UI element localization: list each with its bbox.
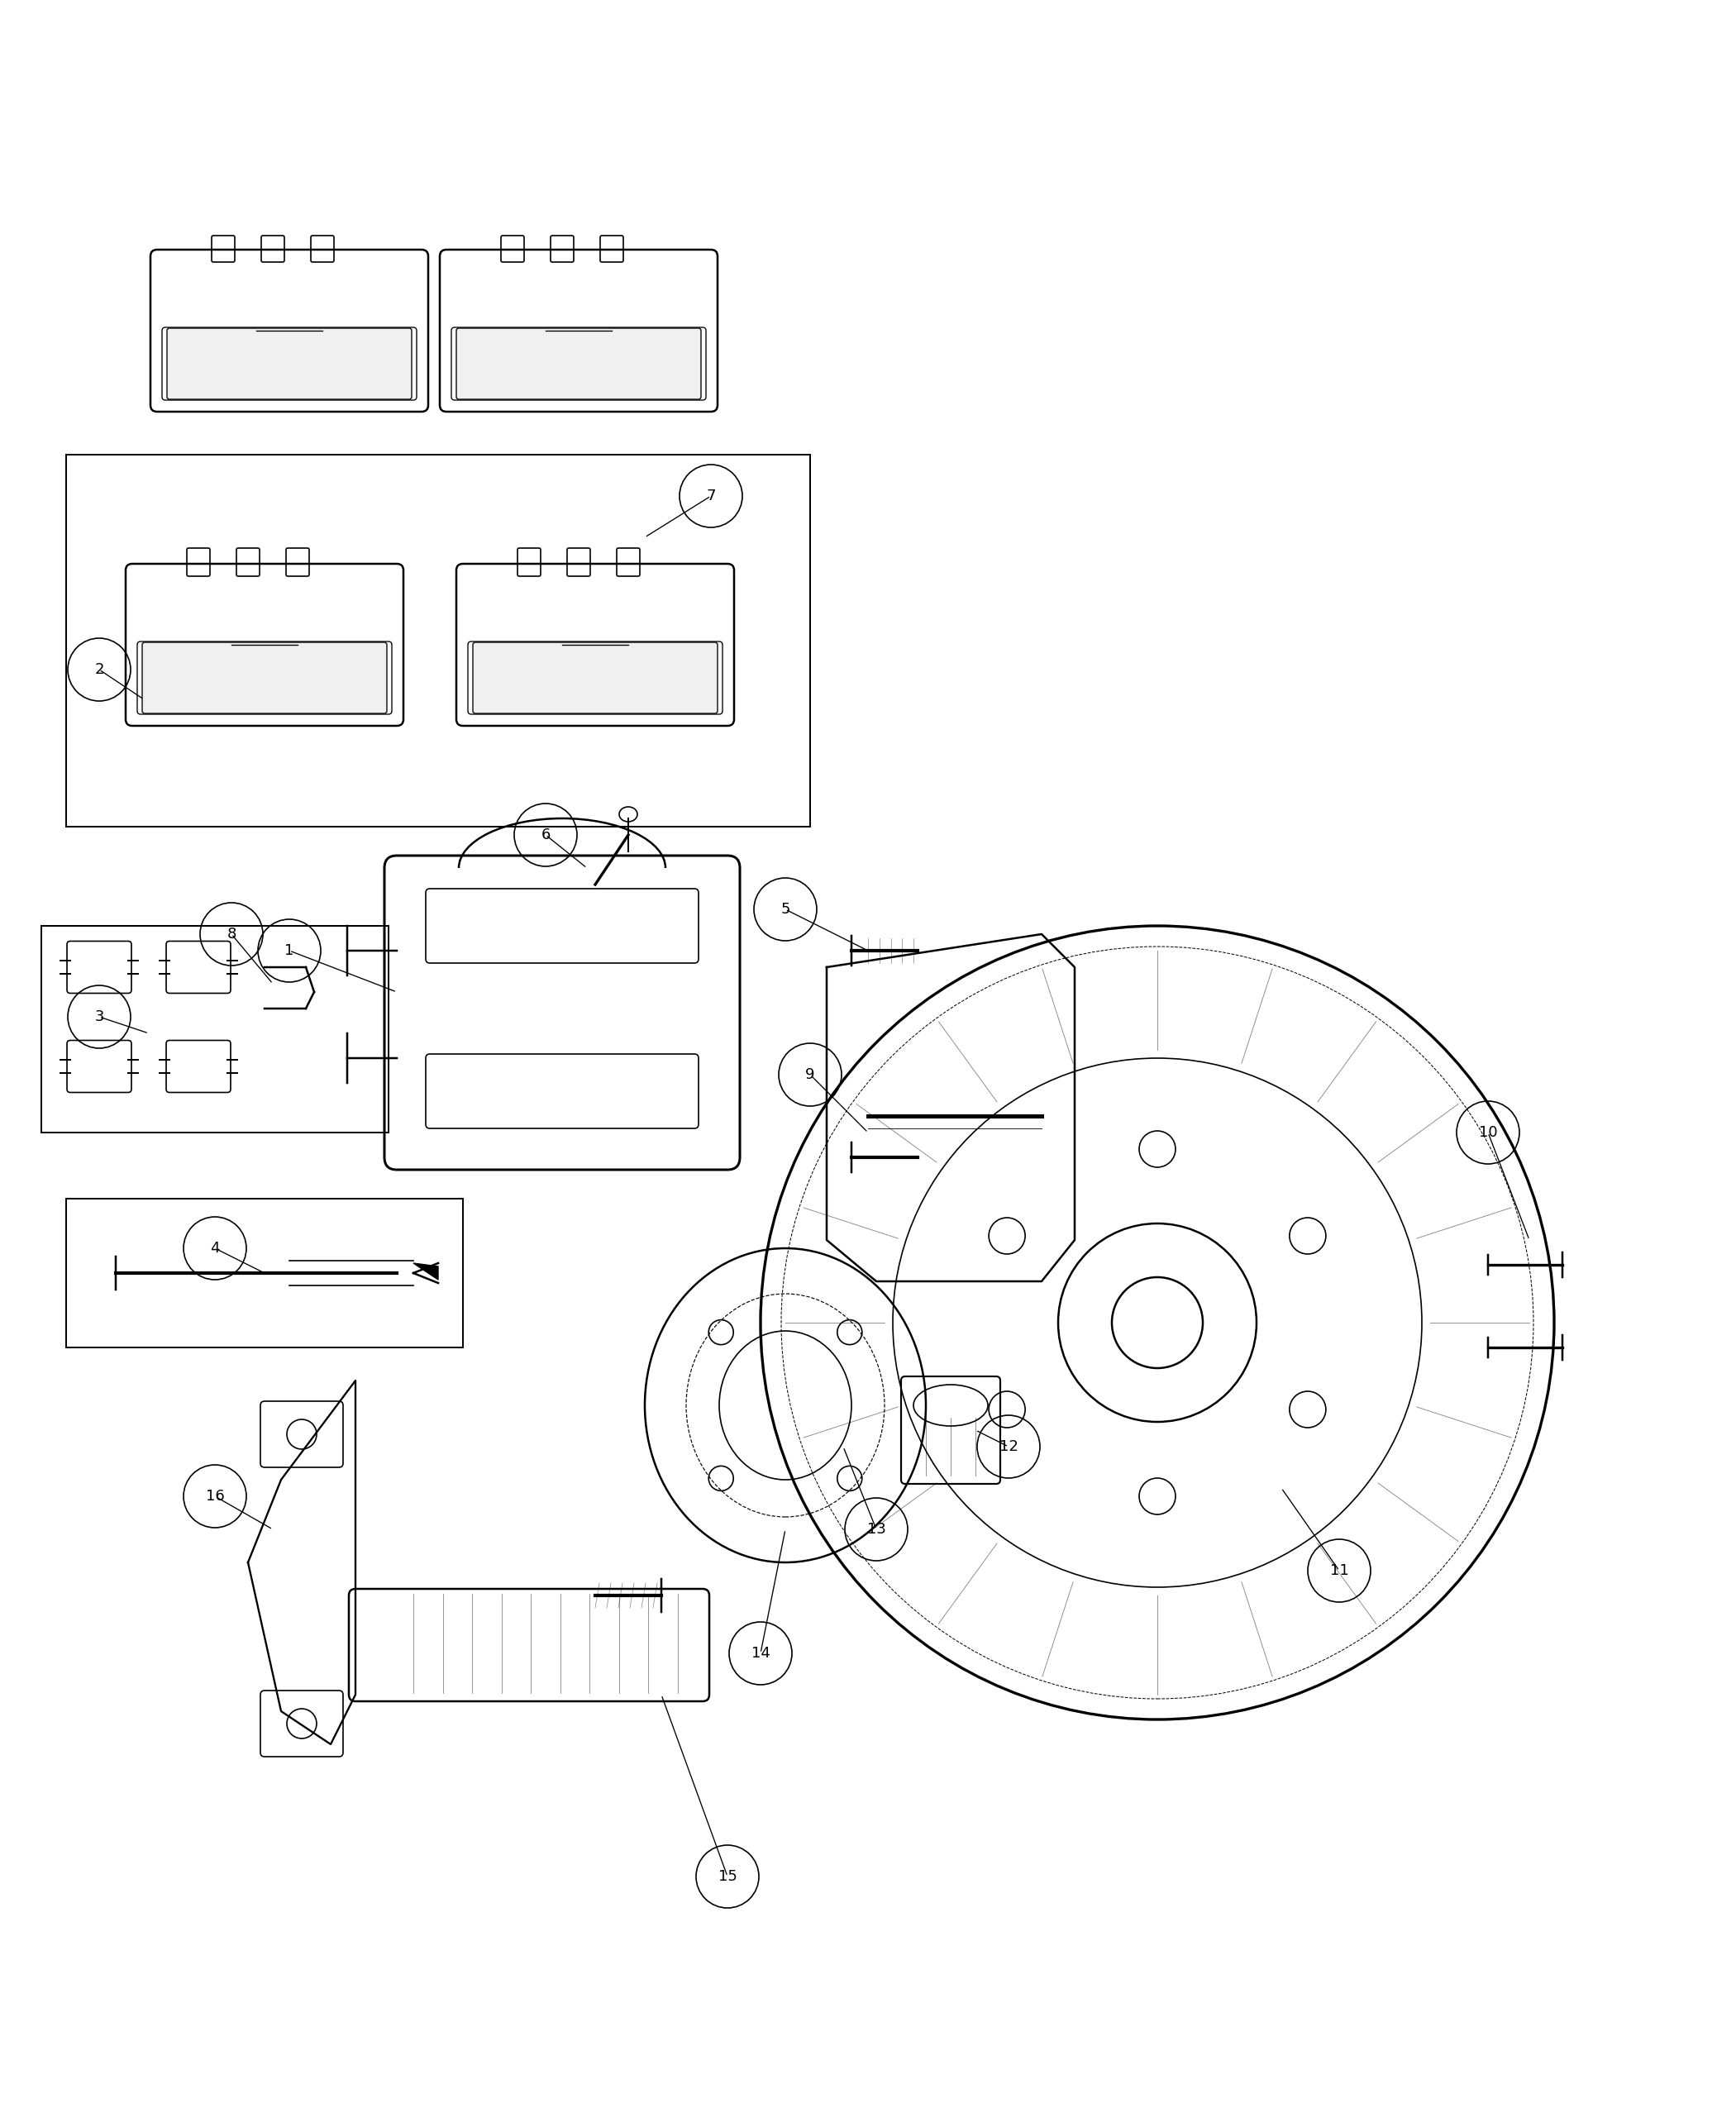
Text: 4: 4 (210, 1242, 220, 1256)
FancyBboxPatch shape (472, 643, 717, 713)
Text: 6: 6 (542, 828, 550, 843)
Text: 8: 8 (227, 928, 236, 942)
Text: 13: 13 (866, 1522, 885, 1537)
Text: 2: 2 (94, 662, 104, 677)
Text: 15: 15 (719, 1870, 736, 1885)
Text: 12: 12 (1000, 1440, 1017, 1455)
Text: 11: 11 (1330, 1564, 1349, 1579)
FancyBboxPatch shape (142, 643, 387, 713)
Text: 1: 1 (285, 942, 293, 959)
FancyBboxPatch shape (167, 329, 411, 398)
Text: 10: 10 (1479, 1126, 1498, 1140)
Text: 16: 16 (205, 1488, 224, 1503)
Text: 7: 7 (707, 489, 715, 504)
Polygon shape (413, 1263, 437, 1280)
Text: 3: 3 (94, 1010, 104, 1024)
Text: 14: 14 (752, 1646, 771, 1661)
FancyBboxPatch shape (457, 329, 701, 398)
Text: 9: 9 (806, 1067, 814, 1081)
Text: 5: 5 (781, 902, 790, 917)
